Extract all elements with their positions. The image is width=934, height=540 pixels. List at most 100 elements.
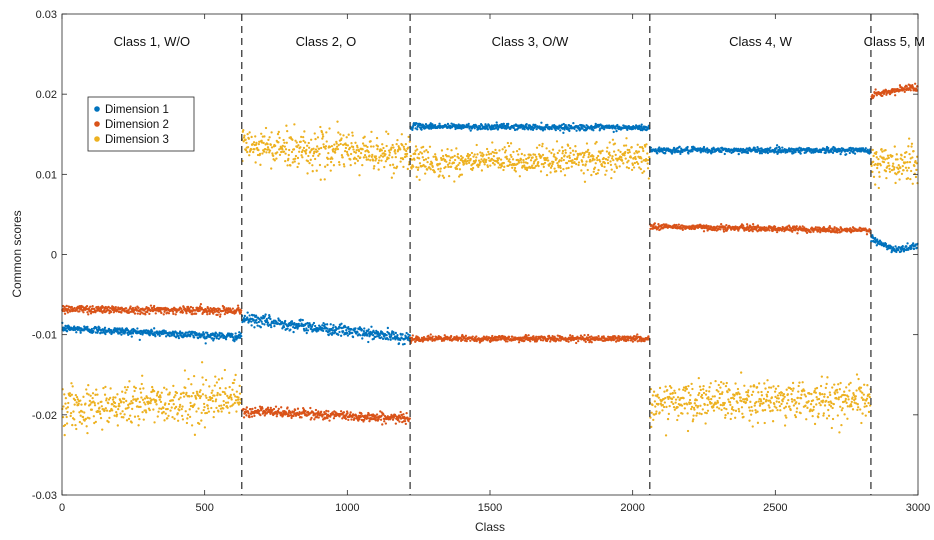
data-point xyxy=(254,406,257,410)
data-point xyxy=(178,409,181,412)
data-point xyxy=(171,415,174,419)
data-point xyxy=(324,147,327,150)
data-point xyxy=(372,337,376,340)
data-point xyxy=(572,121,575,125)
data-point xyxy=(172,396,176,399)
data-point xyxy=(148,408,151,412)
data-point xyxy=(272,154,275,158)
data-point xyxy=(325,131,328,134)
data-point xyxy=(212,416,215,419)
data-point xyxy=(308,161,311,165)
data-point xyxy=(204,378,208,382)
data-point xyxy=(290,150,294,154)
data-point xyxy=(232,336,235,340)
data-point xyxy=(337,160,341,164)
data-point xyxy=(702,230,706,233)
data-point xyxy=(246,146,250,149)
data-point xyxy=(294,408,297,412)
data-point xyxy=(84,417,87,421)
data-point xyxy=(326,327,329,330)
data-point xyxy=(219,393,222,397)
data-point xyxy=(231,388,234,391)
data-point xyxy=(294,326,298,329)
data-point xyxy=(321,137,324,140)
data-point xyxy=(329,415,332,418)
data-point xyxy=(404,422,407,426)
data-point xyxy=(127,406,130,409)
data-point xyxy=(340,137,343,140)
data-point xyxy=(96,393,99,396)
data-point xyxy=(296,327,299,330)
data-point xyxy=(70,393,74,396)
data-point xyxy=(664,151,667,155)
data-point xyxy=(155,394,159,397)
data-point xyxy=(292,330,295,334)
data-point xyxy=(172,384,175,388)
data-point xyxy=(912,242,915,245)
data-point xyxy=(278,319,282,322)
data-point xyxy=(115,413,119,416)
data-point xyxy=(79,331,82,334)
data-point xyxy=(381,423,384,426)
data-point xyxy=(74,393,78,397)
data-point xyxy=(214,375,217,378)
data-point xyxy=(264,126,268,130)
data-point xyxy=(286,327,289,330)
data-point xyxy=(286,406,289,409)
data-point xyxy=(327,152,330,155)
data-point xyxy=(276,413,279,416)
data-point xyxy=(190,424,194,427)
data-point xyxy=(543,128,547,131)
data-point xyxy=(562,122,565,126)
data-point xyxy=(184,386,187,390)
data-point xyxy=(262,141,265,145)
data-point xyxy=(345,331,349,335)
data-point xyxy=(469,129,472,132)
data-point xyxy=(214,398,218,401)
data-point xyxy=(162,410,165,414)
data-point xyxy=(297,144,300,147)
data-point xyxy=(92,415,95,418)
data-point xyxy=(332,417,336,420)
data-point xyxy=(281,144,284,148)
data-point xyxy=(85,425,88,428)
data-point xyxy=(202,331,205,334)
data-point xyxy=(216,313,219,317)
data-point xyxy=(383,420,386,423)
data-point xyxy=(378,333,382,337)
data-point xyxy=(274,405,278,408)
data-point xyxy=(365,331,368,334)
data-point xyxy=(102,386,105,390)
data-point xyxy=(319,125,322,129)
data-point xyxy=(299,140,302,143)
data-point xyxy=(231,333,234,336)
data-point xyxy=(139,391,143,394)
data-point xyxy=(125,399,128,403)
data-point xyxy=(73,398,77,402)
data-point xyxy=(319,410,323,413)
data-point xyxy=(385,334,388,337)
data-point xyxy=(77,402,80,405)
data-point xyxy=(237,306,240,309)
data-point xyxy=(80,403,83,406)
data-point xyxy=(247,137,250,140)
data-point xyxy=(245,414,248,417)
data-point xyxy=(343,149,347,153)
data-point xyxy=(205,411,209,415)
data-point xyxy=(168,391,171,394)
data-point xyxy=(98,406,101,409)
data-point xyxy=(174,405,178,409)
data-point xyxy=(144,403,147,406)
data-point xyxy=(173,417,176,420)
data-point xyxy=(85,388,88,391)
data-point xyxy=(351,331,354,335)
data-point xyxy=(234,332,237,335)
data-point xyxy=(284,159,287,163)
data-point xyxy=(416,128,419,131)
data-point xyxy=(129,332,133,335)
data-point xyxy=(678,145,681,148)
data-point xyxy=(408,417,411,420)
data-point xyxy=(224,387,227,390)
data-point xyxy=(653,222,657,225)
data-point xyxy=(118,327,121,330)
